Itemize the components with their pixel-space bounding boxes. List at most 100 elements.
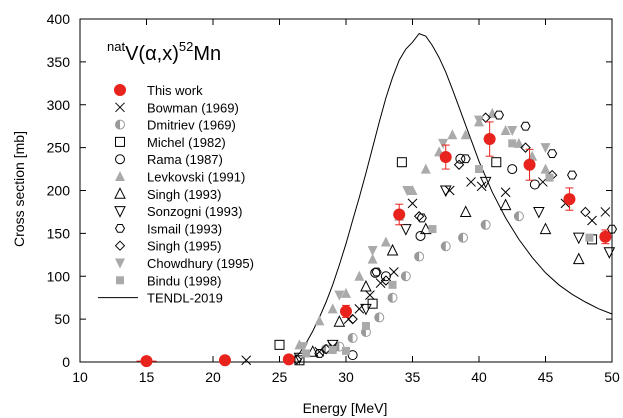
series-tendl-2019 (285, 32, 613, 363)
marker-shape (563, 193, 576, 206)
legend-marker (114, 224, 126, 233)
data-point (533, 206, 545, 219)
marker-shape (115, 154, 125, 165)
data-point (334, 290, 345, 301)
marker-shape (567, 170, 578, 180)
legend-marker (114, 206, 126, 218)
marker-shape (547, 149, 558, 159)
marker-shape (580, 206, 591, 218)
marker-shape (367, 253, 378, 264)
legend-marker (115, 119, 125, 130)
data-point (507, 164, 518, 175)
data-point (402, 186, 413, 196)
data-point (347, 350, 358, 361)
marker-shape (439, 185, 452, 198)
data-point (460, 154, 471, 164)
data-point (388, 280, 397, 289)
marker-shape (302, 349, 311, 358)
marker-fill (458, 233, 464, 243)
y-tick-label: 350 (47, 54, 71, 70)
marker-stroke (500, 187, 511, 198)
legend-item: Dmitriev (1969) (115, 118, 236, 133)
data-point (460, 129, 471, 140)
data-point (491, 157, 502, 168)
marker-shape (520, 121, 531, 131)
data-point (419, 222, 432, 235)
legend-item: Singh (1993) (114, 187, 221, 202)
series-rama-1987 (347, 153, 540, 361)
marker-fill (414, 252, 420, 262)
marker-shape (347, 350, 358, 361)
marker-fill (401, 271, 406, 281)
data-point (218, 354, 231, 367)
marker-shape (115, 171, 125, 181)
marker-shape (585, 233, 594, 242)
marker-shape (540, 163, 551, 174)
marker-shape (380, 271, 391, 282)
marker-shape (367, 298, 378, 309)
x-axis-label: Energy [MeV] (303, 400, 388, 416)
data-point (493, 110, 505, 120)
legend-item: Rama (1987) (115, 152, 223, 167)
data-point (413, 211, 425, 222)
marker-shape (455, 153, 466, 164)
reaction-label-main: V(α,x) (125, 43, 179, 65)
marker-shape (114, 206, 126, 218)
marker-shape (420, 163, 431, 174)
marker-shape (380, 275, 392, 286)
y-tick-label: 200 (47, 183, 71, 199)
marker-shape (116, 276, 124, 285)
data-point (547, 149, 558, 159)
legend-marker (115, 102, 125, 113)
marker-shape (328, 345, 337, 354)
marker-stroke (407, 198, 418, 209)
marker-shape (507, 164, 518, 175)
data-point (354, 270, 365, 281)
marker-shape (540, 143, 551, 154)
marker-shape (361, 321, 370, 330)
marker-shape (483, 133, 496, 146)
data-point (393, 208, 406, 221)
marker-shape (493, 110, 505, 120)
legend-item: TENDL-2019 (98, 291, 223, 306)
reaction-label-superscript: 52 (179, 39, 193, 54)
y-tick-label: 50 (54, 311, 70, 327)
marker-shape (507, 125, 518, 136)
marker-shape (274, 339, 285, 350)
data-point (500, 187, 511, 198)
legend-label: Chowdhury (1995) (147, 256, 254, 271)
marker-shape (520, 142, 531, 153)
data-point (367, 253, 378, 264)
legend-item: Singh (1995) (114, 239, 221, 254)
marker-stroke (115, 102, 125, 113)
data-point (274, 339, 285, 350)
data-point (365, 290, 375, 300)
legend-label: This work (147, 83, 203, 98)
marker-shape (393, 208, 406, 221)
legend-label: Sonzogni (1993) (147, 204, 242, 219)
marker-shape (140, 355, 153, 368)
data-point (374, 312, 385, 323)
marker-shape (360, 303, 372, 316)
legend-label: Singh (1993) (147, 187, 221, 202)
marker-shape (327, 303, 338, 314)
data-point (438, 138, 449, 149)
marker-shape (599, 230, 612, 243)
series-dmitriev-1969 (321, 211, 524, 355)
marker-shape (500, 124, 511, 135)
data-point (367, 246, 378, 257)
series-bowman-1969 (241, 177, 611, 366)
marker-fill (115, 120, 120, 130)
y-tick-label: 0 (62, 354, 70, 370)
data-point (294, 355, 305, 366)
marker-shape (218, 354, 231, 367)
x-tick-label: 25 (272, 369, 288, 385)
legend-item: Michel (1982) (115, 135, 226, 150)
data-point (342, 346, 350, 355)
marker-stroke (600, 207, 611, 217)
data-point (361, 321, 370, 330)
marker-shape (334, 290, 345, 301)
marker-shape (603, 247, 616, 259)
legend-label: Michel (1982) (147, 135, 226, 150)
marker-shape (402, 186, 413, 196)
